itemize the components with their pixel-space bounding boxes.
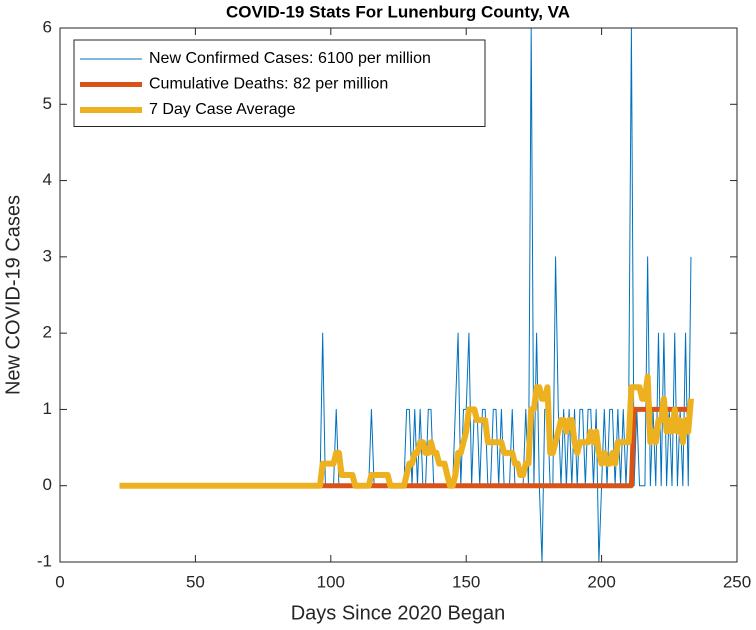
- x-tick-label: 250: [723, 572, 751, 591]
- legend: New Confirmed Cases: 6100 per million Cum…: [73, 39, 486, 127]
- y-tick-label: 0: [43, 475, 52, 494]
- legend-box: [73, 39, 486, 127]
- legend-label: New Confirmed Cases: 6100 per million: [149, 50, 431, 67]
- x-axis-label: Days Since 2020 Began: [291, 602, 506, 624]
- y-tick-label: 1: [43, 399, 52, 418]
- y-tick-label: 2: [43, 323, 52, 342]
- axes-box: [59, 27, 738, 563]
- y-tick-label: 4: [43, 170, 52, 189]
- y-tick-label: 5: [43, 94, 52, 113]
- y-tick-label: -1: [37, 551, 52, 570]
- y-tick-label: 6: [43, 17, 52, 36]
- plot-lines: [119, 28, 694, 562]
- legend-label: 7 Day Case Average: [149, 101, 296, 118]
- x-tick-label: 200: [587, 572, 615, 591]
- chart-title: COVID-19 Stats For Lunenburg County, VA: [226, 2, 570, 21]
- x-tick-label: 50: [186, 572, 205, 591]
- x-tick-label: 100: [317, 572, 345, 591]
- y-tick-label: 3: [43, 246, 52, 265]
- series-line: [119, 373, 694, 489]
- legend-label: Cumulative Deaths: 82 per million: [149, 76, 388, 93]
- x-tick-label: 0: [55, 572, 64, 591]
- y-axis-label: New COVID-19 Cases: [2, 195, 24, 395]
- x-tick-label: 150: [452, 572, 480, 591]
